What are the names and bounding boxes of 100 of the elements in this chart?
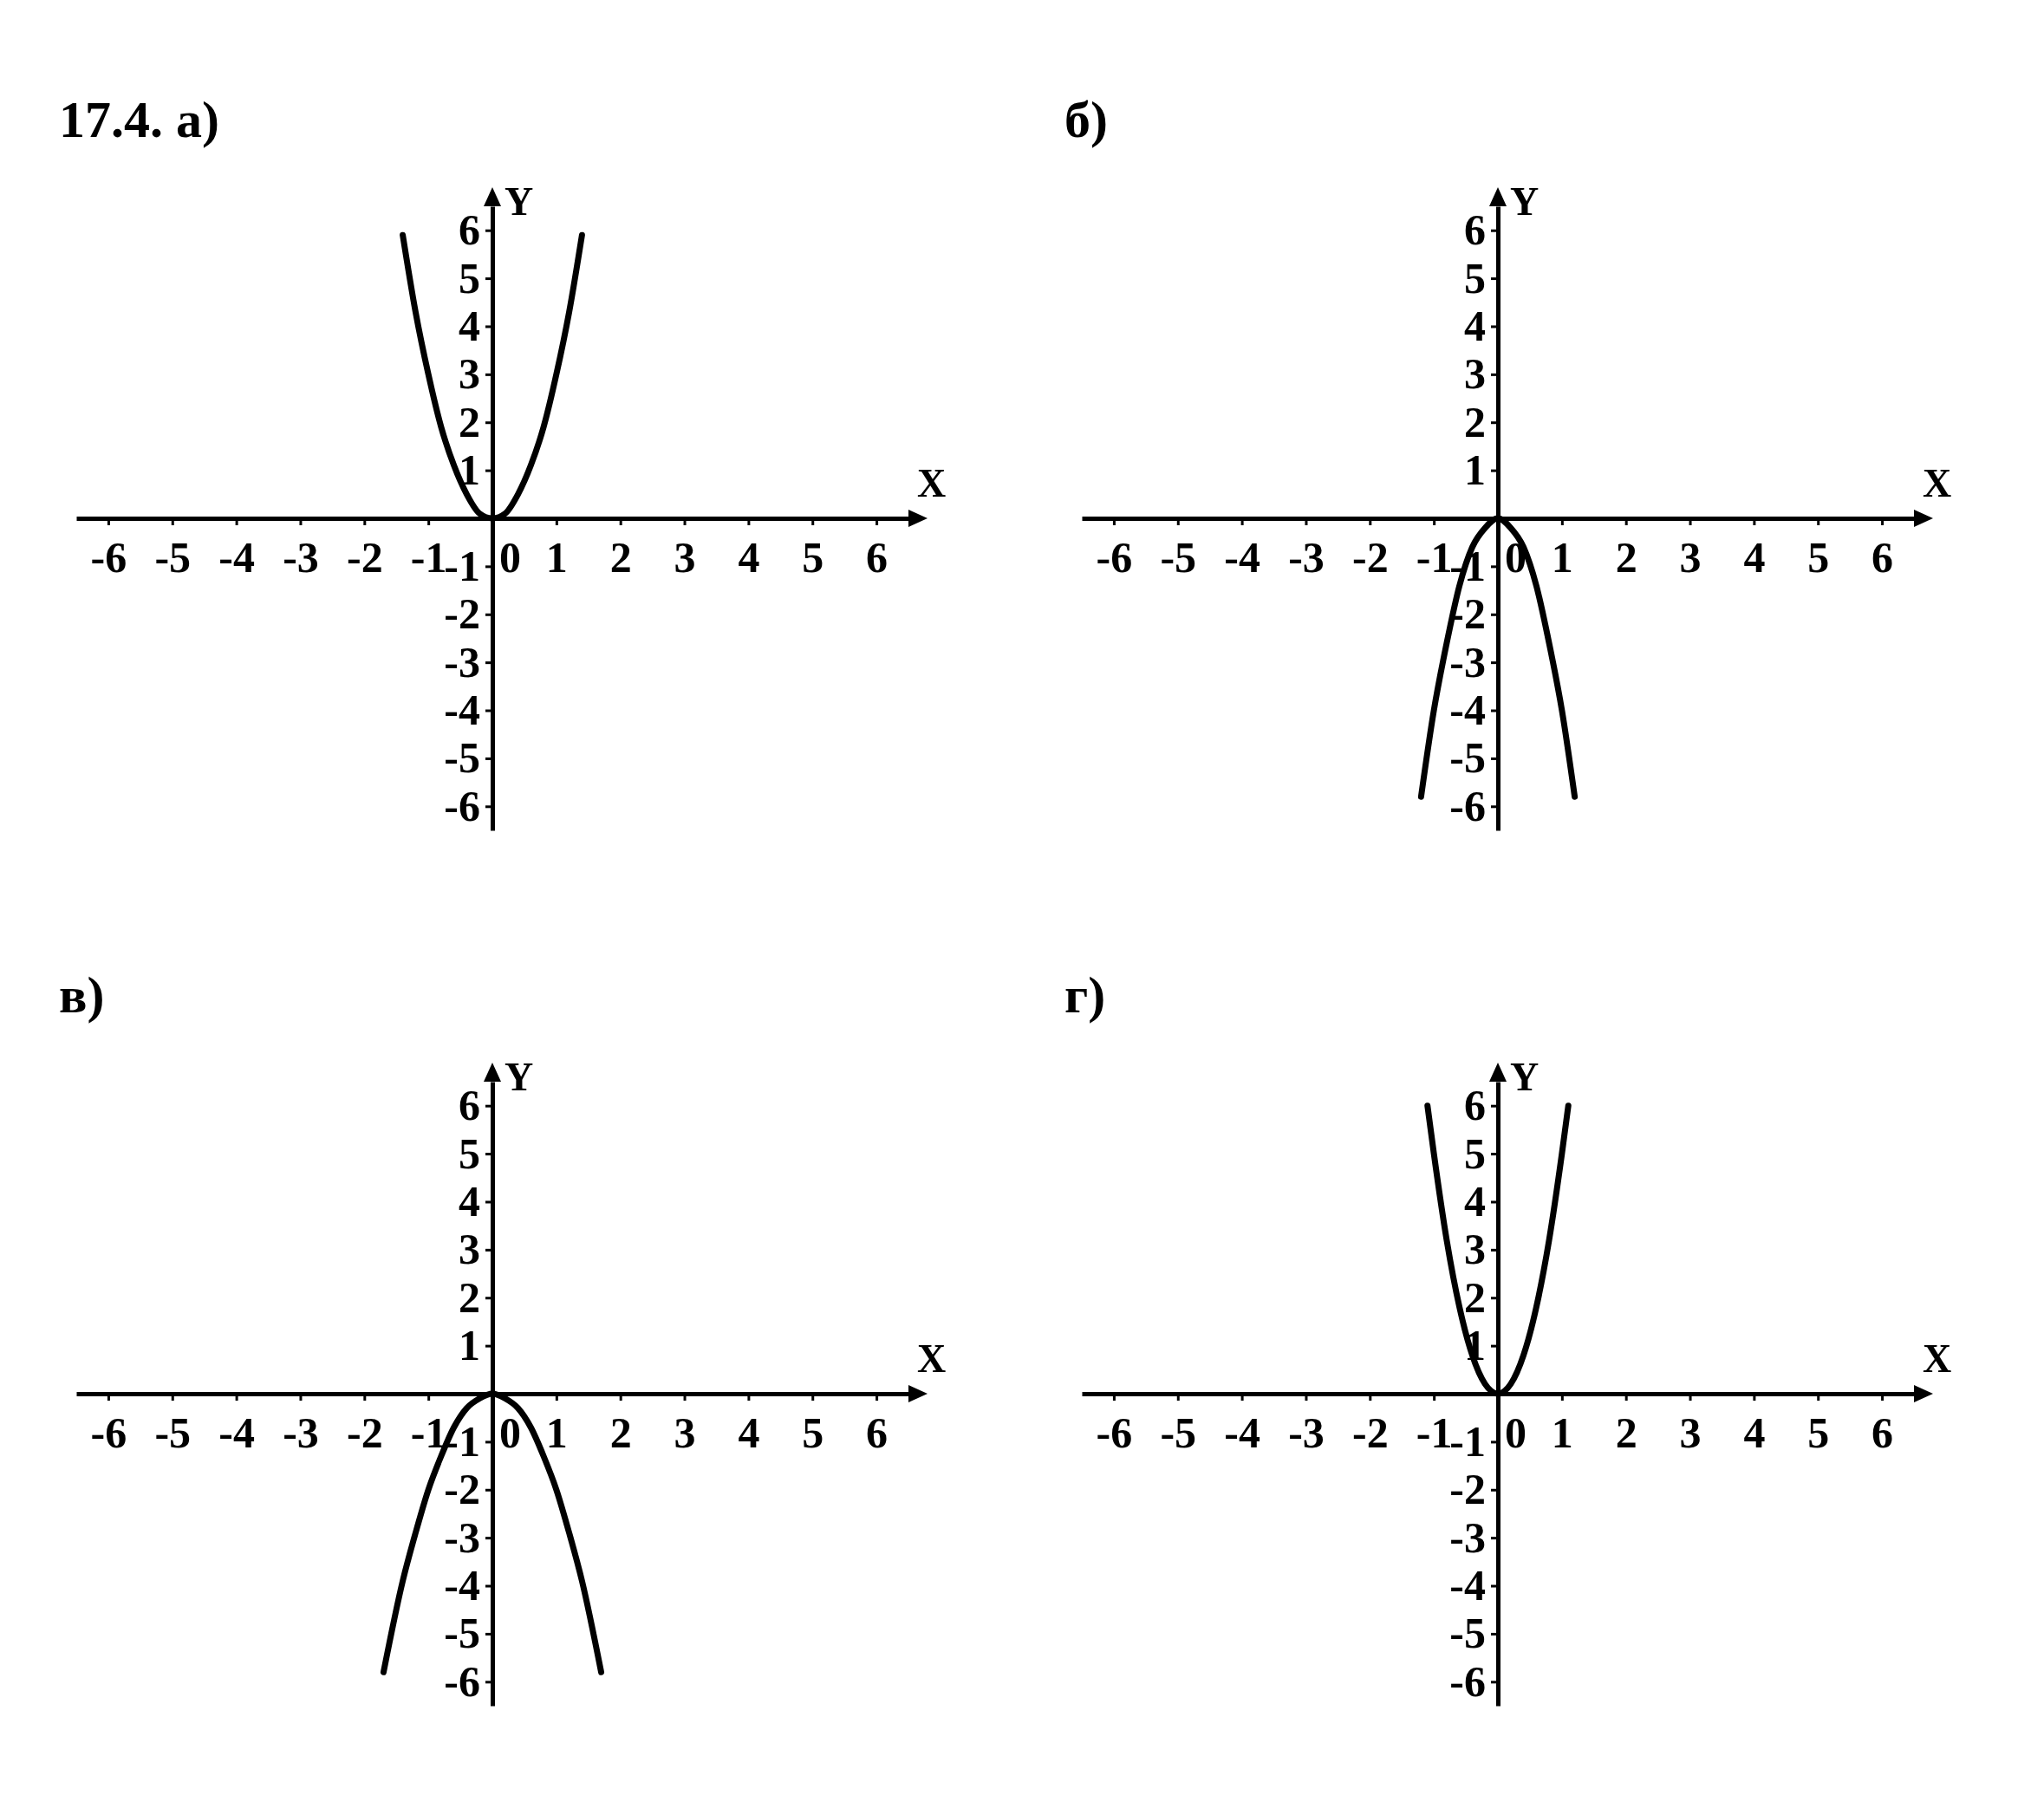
x-tick-label: 2 [1615,532,1637,582]
y-tick-label: 6 [1464,1081,1486,1130]
x-tick-label: -3 [283,532,319,582]
x-tick-label: -5 [1160,1408,1197,1457]
y-tick-label: 1 [459,445,480,495]
x-tick-label: -6 [1096,1408,1133,1457]
y-tick-label: -3 [444,1512,480,1562]
y-tick-label: -5 [1449,1609,1486,1658]
y-tick-label: -3 [1449,1512,1486,1562]
x-tick-label: -6 [90,1408,127,1457]
x-tick-label: 2 [1615,1408,1637,1457]
y-tick-label: 4 [459,1176,480,1226]
y-tick-label: 3 [459,1225,480,1274]
y-tick-label: 4 [459,301,480,350]
y-tick-label: 6 [459,205,480,255]
x-tick-label: 3 [1679,1408,1702,1457]
y-tick-label: 1 [1464,445,1486,495]
x-axis-title: X [1923,461,1952,505]
x-tick-label: 5 [802,532,824,582]
x-tick-label: -2 [1351,532,1389,582]
x-axis-title: X [917,1336,947,1381]
y-tick-label: -2 [1449,1465,1486,1514]
y-tick-label: 5 [1464,1128,1486,1178]
y-tick-label: -3 [444,637,480,686]
x-tick-label: 1 [545,532,568,582]
y-tick-label: 4 [1464,301,1486,350]
x-tick-label: -4 [218,1408,255,1457]
y-tick-label: -6 [1449,1656,1486,1706]
x-tick-label: -4 [1224,1408,1260,1457]
x-tick-label: 5 [1807,1408,1830,1457]
x-tick-label: 6 [866,532,889,582]
x-tick-label: 1 [545,1408,568,1457]
x-tick-label: -3 [1288,532,1325,582]
x-tick-label: 4 [738,1408,760,1457]
y-tick-label: 5 [459,1128,480,1178]
x-tick-label: 1 [1551,1408,1573,1457]
y-tick-label: 3 [459,349,480,399]
x-tick-label: 4 [1743,532,1766,582]
y-tick-label: 5 [1464,253,1486,302]
y-tick-label: -2 [444,1465,480,1514]
y-tick-label: -6 [1449,781,1486,830]
x-tick-label: -5 [1160,532,1197,582]
x-tick-label: -2 [346,532,383,582]
y-tick-label: 2 [1464,1272,1486,1322]
x-axis-title: X [917,461,947,505]
y-tick-label: 3 [1464,349,1486,399]
x-tick-label: -4 [1224,532,1260,582]
y-tick-label: -4 [1449,1561,1486,1610]
x-tick-label: -3 [283,1408,319,1457]
x-tick-label: 5 [802,1408,824,1457]
y-axis-title: Y [1510,1055,1540,1099]
y-tick-label: -5 [444,733,480,783]
x-tick-label: 6 [1871,1408,1894,1457]
y-tick-label: -4 [444,686,480,735]
x-tick-label: -2 [1351,1408,1389,1457]
y-tick-label: -2 [444,589,480,639]
chart-title: в) [59,966,105,1024]
y-tick-label: 2 [1464,397,1486,446]
y-axis-title: Y [1510,179,1540,224]
x-tick-label: -5 [154,532,192,582]
x-tick-label: -1 [410,1408,447,1457]
x-tick-label: -6 [1096,532,1133,582]
y-tick-label: 2 [459,397,480,446]
y-tick-label: -2 [1449,589,1486,639]
y-tick-label: -5 [444,1609,480,1658]
y-tick-label: -4 [444,1561,480,1610]
x-axis-title: X [1923,1336,1952,1381]
x-tick-label: 3 [1679,532,1702,582]
x-tick-label: 0 [499,532,521,582]
y-tick-label: 2 [459,1272,480,1322]
x-tick-label: -4 [218,532,255,582]
x-tick-label: -6 [90,532,127,582]
x-tick-label: 2 [609,1408,632,1457]
x-tick-label: 4 [738,532,760,582]
x-tick-label: 5 [1807,532,1830,582]
x-tick-label: 6 [1871,532,1894,582]
x-tick-label: 2 [609,532,632,582]
x-tick-label: 6 [866,1408,889,1457]
y-axis-title: Y [504,1055,534,1099]
chart-title: б) [1064,91,1108,148]
x-tick-label: 3 [674,1408,696,1457]
y-tick-label: 5 [459,253,480,302]
y-tick-label: 1 [459,1321,480,1370]
y-tick-label: 3 [1464,1225,1486,1274]
y-axis-title: Y [504,179,534,224]
x-tick-label: 3 [674,532,696,582]
x-tick-label: 4 [1743,1408,1766,1457]
x-tick-label: 0 [499,1408,521,1457]
y-tick-label: -6 [444,781,480,830]
y-tick-label: -5 [1449,733,1486,783]
y-tick-label: -3 [1449,637,1486,686]
y-tick-label: 6 [459,1081,480,1130]
x-tick-label: 0 [1505,1408,1526,1457]
chart-title: 17.4. а) [59,91,219,148]
x-tick-label: -5 [154,1408,192,1457]
x-tick-label: -3 [1288,1408,1325,1457]
y-tick-label: -4 [1449,686,1486,735]
x-tick-label: -2 [346,1408,383,1457]
y-tick-label: 4 [1464,1176,1486,1226]
x-tick-label: 1 [1551,532,1573,582]
